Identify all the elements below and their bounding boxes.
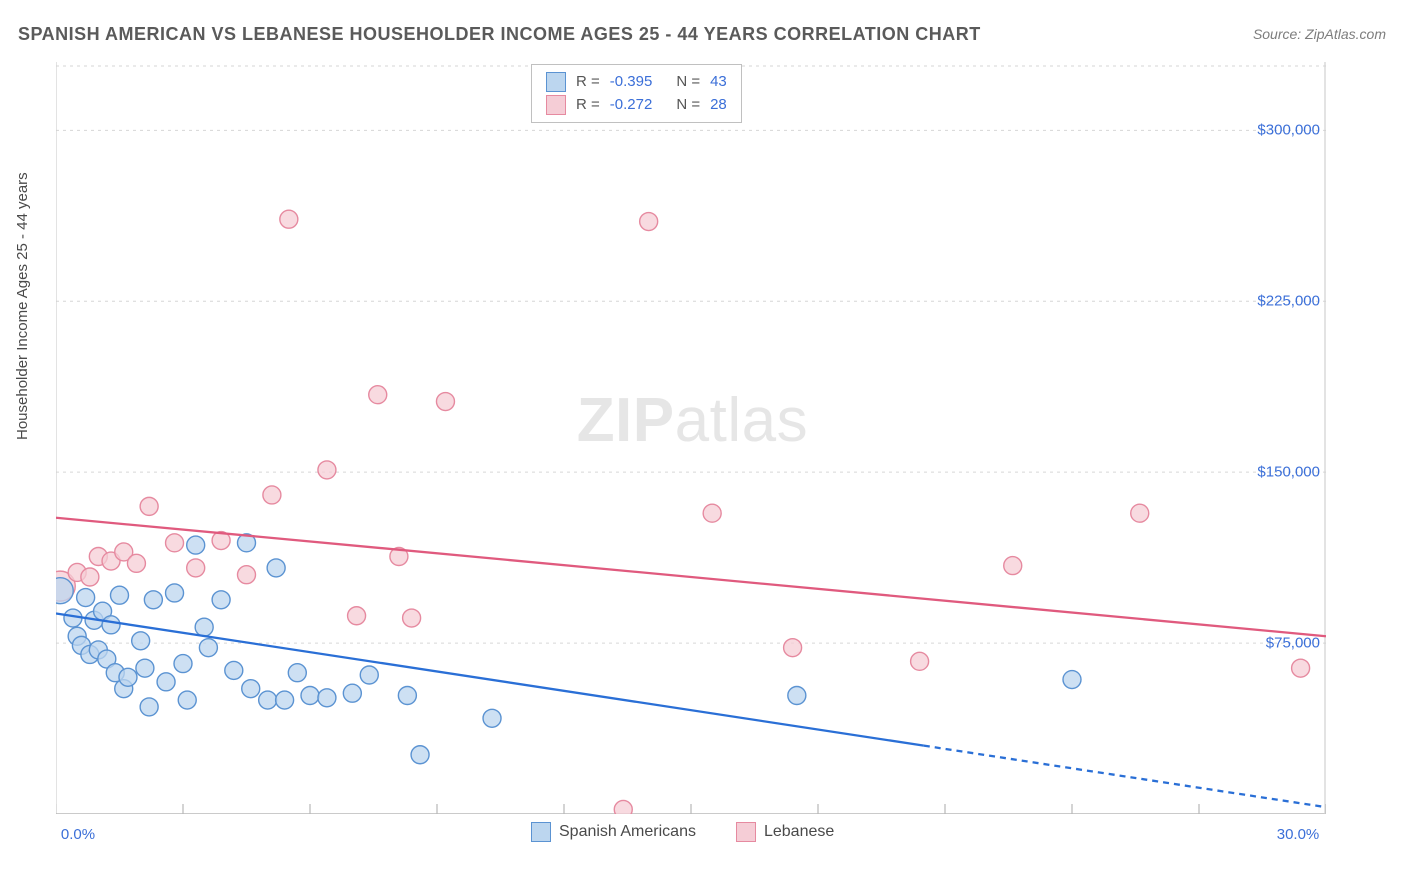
- legend: Spanish Americans Lebanese: [531, 822, 834, 842]
- n-label: N =: [676, 71, 700, 94]
- source-attribution: Source: ZipAtlas.com: [1253, 26, 1386, 42]
- legend-label: Spanish Americans: [559, 823, 696, 841]
- r-label: R =: [576, 71, 600, 94]
- legend-swatch: [531, 822, 551, 842]
- y-axis-label: Householder Income Ages 25 - 44 years: [14, 172, 31, 440]
- series-swatch: [546, 95, 566, 115]
- r-value: -0.272: [610, 94, 653, 117]
- r-label: R =: [576, 94, 600, 117]
- correlation-stats-box: R = -0.395 N = 43 R = -0.272 N = 28: [531, 64, 742, 123]
- y-tick-label: $225,000: [1246, 293, 1320, 310]
- legend-swatch: [736, 822, 756, 842]
- n-label: N =: [676, 94, 700, 117]
- x-tick-label: 0.0%: [61, 826, 95, 843]
- chart-title: SPANISH AMERICAN VS LEBANESE HOUSEHOLDER…: [18, 24, 981, 45]
- watermark: ZIPatlas: [577, 385, 808, 456]
- y-tick-label: $300,000: [1246, 122, 1320, 139]
- stats-row: R = -0.272 N = 28: [546, 94, 727, 117]
- r-value: -0.395: [610, 71, 653, 94]
- source-value: ZipAtlas.com: [1305, 26, 1386, 42]
- n-value: 43: [710, 71, 727, 94]
- n-value: 28: [710, 94, 727, 117]
- source-label: Source:: [1253, 26, 1301, 42]
- legend-label: Lebanese: [764, 823, 834, 841]
- legend-item: Lebanese: [736, 822, 834, 842]
- watermark-zip: ZIP: [577, 386, 675, 455]
- y-tick-label: $75,000: [1246, 635, 1320, 652]
- x-tick-label: 30.0%: [1277, 826, 1320, 843]
- series-swatch: [546, 72, 566, 92]
- stats-row: R = -0.395 N = 43: [546, 71, 727, 94]
- watermark-atlas: atlas: [675, 386, 808, 455]
- y-tick-label: $150,000: [1246, 464, 1320, 481]
- legend-item: Spanish Americans: [531, 822, 696, 842]
